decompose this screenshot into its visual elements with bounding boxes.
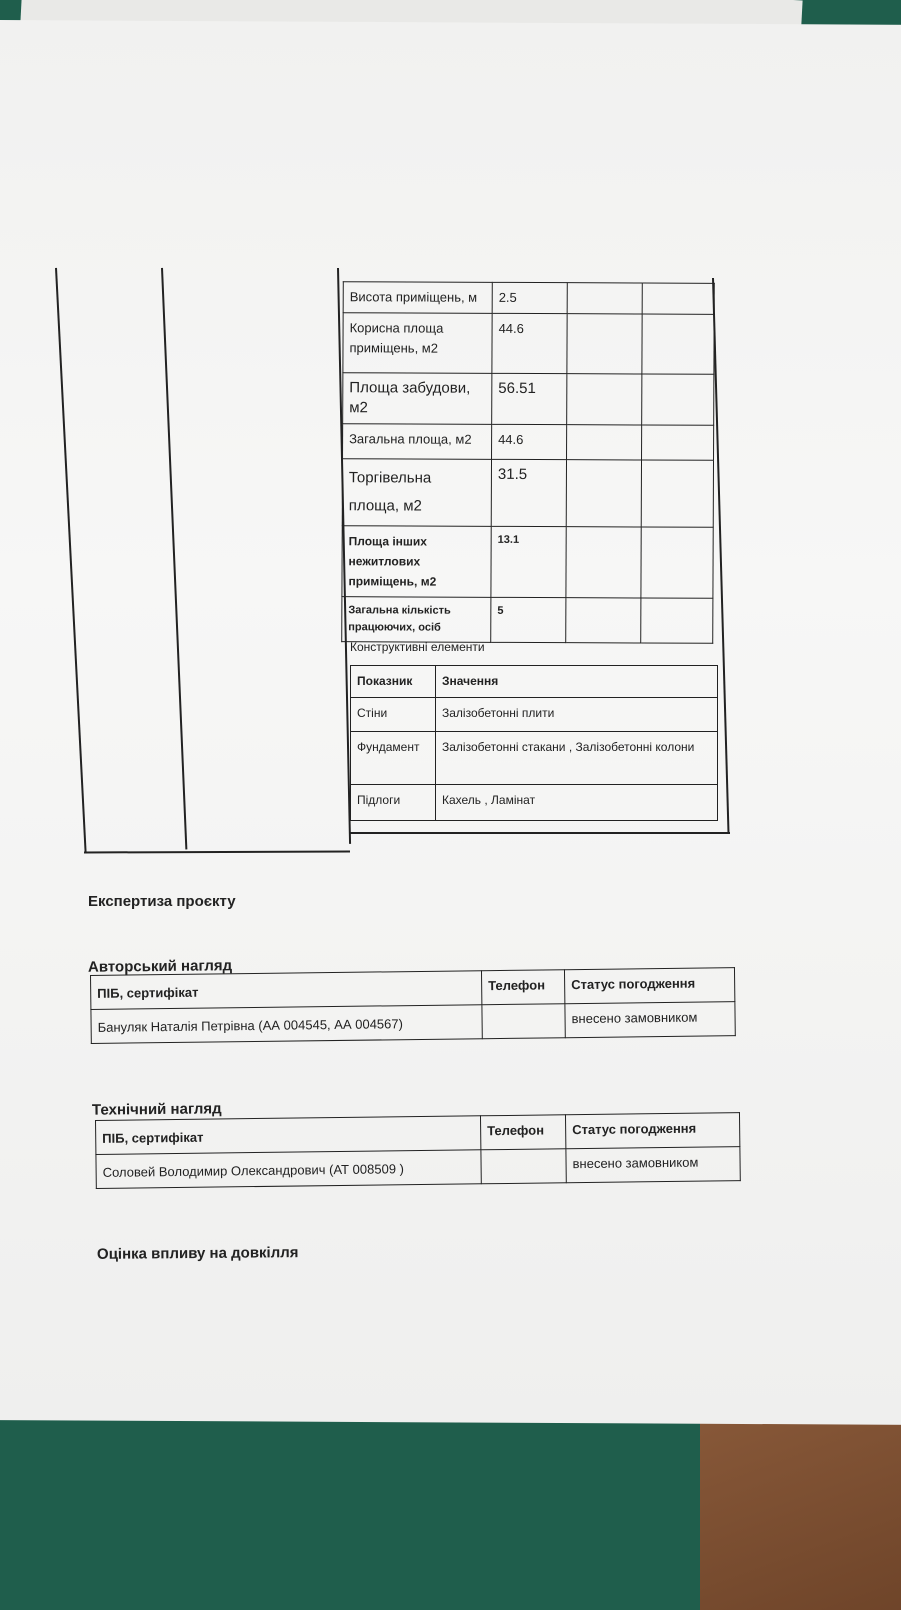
row-label: Фундамент	[350, 731, 436, 785]
table-row: Стіни Залізобетонні плити	[350, 697, 718, 732]
row-value: 56.51	[491, 373, 567, 425]
table-row: Бануляк Наталія Петрівна (АА 004545, АА …	[90, 1001, 736, 1044]
row-label: Висота приміщень, м	[343, 281, 493, 314]
empty-cell	[566, 373, 642, 425]
supervisor-name: Соловей Володимир Олександрович (АТ 0085…	[95, 1149, 482, 1189]
document-content: Висота приміщень, м 2.5 Корисна площа при…	[55, 267, 741, 1263]
row-value: 13.1	[490, 526, 567, 598]
empty-cell	[640, 597, 713, 644]
row-value: Кахель , Ламінат	[435, 784, 718, 821]
empty-cell	[641, 373, 714, 426]
status-cell: внесено замовником	[564, 1001, 736, 1038]
column-header: Статус погодження	[564, 967, 735, 1004]
row-label: Торгівельна площа, м2	[342, 458, 492, 527]
empty-cell	[565, 526, 642, 598]
column-header: ПІБ, сертифікат	[95, 1115, 481, 1155]
row-value: 44.6	[491, 424, 567, 460]
row-label: Загальна площа, м2	[342, 423, 492, 460]
indicators-table: Висота приміщень, м 2.5 Корисна площа при…	[341, 281, 715, 644]
table-row: Висота приміщень, м 2.5	[343, 281, 715, 315]
table-header-row: Показник Значення	[350, 665, 718, 698]
empty-cell	[641, 424, 714, 461]
table-row: Фундамент Залізобетонні стакани , Залізоб…	[350, 731, 718, 785]
empty-cell	[641, 313, 715, 375]
author-supervision-table: ПІБ, сертифікат Телефон Статус погодження …	[90, 967, 736, 1044]
phone-cell	[480, 1148, 567, 1184]
table-row: Торгівельна площа, м2 31.5	[342, 458, 714, 528]
structural-table: Показник Значення Стіни Залізобетонні плит…	[350, 665, 718, 821]
outer-table-border	[350, 832, 730, 834]
empty-cell	[566, 424, 642, 460]
row-value: 5	[490, 597, 566, 643]
expertise-heading: Експертиза проєкту	[88, 893, 236, 910]
table-row: Корисна площа приміщень, м2 44.6	[342, 312, 715, 375]
table-row: Площа забудови, м2 56.51	[342, 372, 714, 426]
row-label: Корисна площа приміщень, м2	[342, 312, 493, 374]
outer-table-border	[161, 267, 188, 850]
table-row: Площа інших нежитлових приміщень, м2 13.1	[341, 525, 714, 599]
structural-title: Конструктивні елементи	[350, 640, 485, 654]
empty-cell	[641, 459, 714, 528]
column-header: Телефон	[480, 1114, 566, 1150]
table-row: Загальна площа, м2 44.6	[342, 423, 714, 461]
outer-table-border	[55, 267, 87, 853]
table-row: Соловей Володимир Олександрович (АТ 0085…	[95, 1146, 741, 1189]
row-label: Стіни	[350, 697, 436, 732]
table-row: Загальна кількість працюючих, осіб 5	[341, 596, 713, 644]
row-label: Площа забудови, м2	[342, 372, 492, 425]
column-header: Показник	[350, 665, 436, 698]
technical-supervision-title: Технічний нагляд	[91, 1100, 222, 1119]
column-header: Значення	[435, 665, 718, 698]
empty-cell	[566, 313, 643, 374]
row-value: 31.5	[491, 459, 567, 527]
column-header: Телефон	[481, 969, 565, 1005]
outer-table-border	[83, 850, 351, 854]
supervisor-name: Бануляк Наталія Петрівна (АА 004545, АА …	[90, 1004, 483, 1044]
empty-cell	[566, 459, 642, 527]
empty-cell	[565, 597, 641, 643]
empty-cell	[640, 526, 714, 599]
row-value: Залізобетонні плити	[435, 697, 718, 732]
environment-heading: Оцінка впливу на довкілля	[96, 1244, 299, 1263]
row-value: Залізобетонні стакани , Залізобетонні ко…	[435, 731, 718, 785]
row-value: 2.5	[492, 282, 568, 314]
empty-cell	[642, 282, 715, 315]
row-label: Площа інших нежитлових приміщень, м2	[341, 525, 492, 598]
row-value: 44.6	[491, 313, 568, 374]
row-label: Загальна кількість працюючих, осіб	[341, 596, 491, 643]
wooden-floor	[700, 1390, 901, 1610]
phone-cell	[481, 1003, 566, 1039]
empty-cell	[567, 282, 643, 314]
status-cell: внесено замовником	[565, 1146, 741, 1183]
table-row: Підлоги Кахель , Ламінат	[350, 784, 718, 821]
column-header: Статус погодження	[565, 1112, 740, 1149]
column-header: ПІБ, сертифікат	[90, 970, 482, 1010]
technical-supervision-table: ПІБ, сертифікат Телефон Статус погодження …	[95, 1112, 741, 1189]
row-label: Підлоги	[350, 784, 436, 821]
